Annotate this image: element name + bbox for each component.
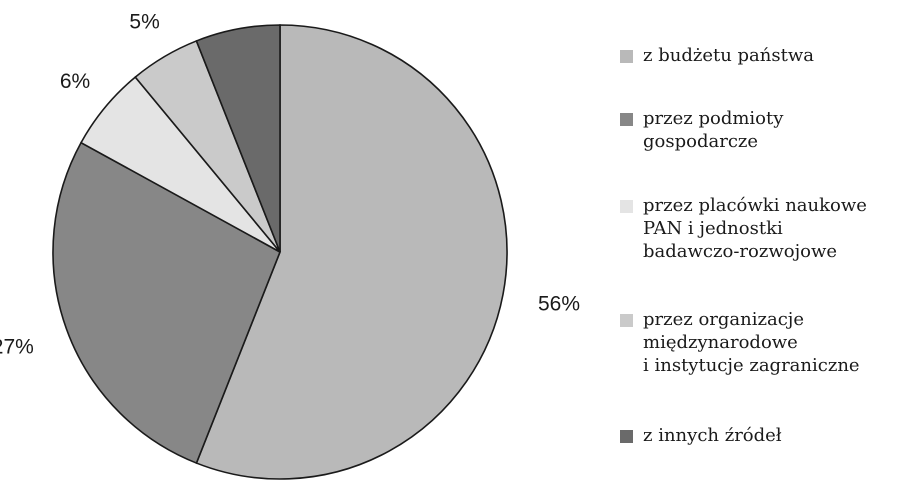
pie-slice-podmioty: [52, 141, 282, 465]
legend-item-organizacje: przez organizacje międzynarodowe i insty…: [620, 308, 860, 377]
legend-swatch-placowki: [620, 200, 633, 213]
pie-label-budzet: 56%: [538, 293, 580, 316]
pie-label-podmioty: 27%: [0, 336, 34, 359]
legend-item-placowki: przez placówki naukowe PAN i jednostki b…: [620, 194, 867, 263]
legend-item-podmioty: przez podmioty gospodarcze: [620, 107, 783, 153]
legend-label-podmioty: przez podmioty gospodarcze: [643, 108, 784, 152]
pie-slice-budzet: [195, 24, 508, 480]
chart-legend: z budżetu państwa przez podmioty gospoda…: [620, 0, 920, 480]
pie-slice-inne: [195, 24, 281, 253]
legend-item-budzet: z budżetu państwa: [620, 44, 814, 67]
legend-swatch-inne: [620, 430, 633, 443]
legend-swatch-podmioty: [620, 113, 633, 126]
pie-label-inne: 6%: [215, 0, 245, 1]
legend-label-inne: z innych źródeł: [643, 425, 782, 446]
pie-label-placowki: 6%: [60, 70, 90, 93]
legend-label-organizacje: przez organizacje międzynarodowe i insty…: [643, 309, 860, 376]
legend-swatch-budzet: [620, 50, 633, 63]
pie-chart: 56% 27% 6% 5% 6%: [0, 0, 580, 480]
legend-label-placowki: przez placówki naukowe PAN i jednostki b…: [643, 195, 867, 262]
legend-swatch-organizacje: [620, 314, 633, 327]
legend-label-budzet: z budżetu państwa: [643, 45, 814, 66]
pie-label-organizacje: 5%: [129, 11, 159, 34]
legend-item-inne: z innych źródeł: [620, 424, 782, 447]
